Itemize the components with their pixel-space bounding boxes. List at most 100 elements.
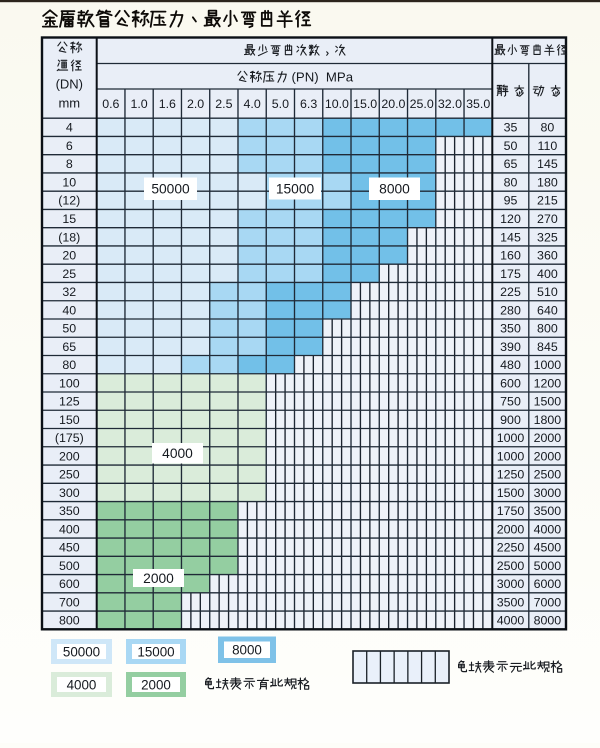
svg-text:1.6: 1.6 — [159, 97, 176, 111]
svg-text:800: 800 — [59, 614, 80, 628]
svg-text:20.0: 20.0 — [381, 97, 405, 111]
svg-text:100: 100 — [59, 376, 80, 390]
svg-text:3000: 3000 — [497, 577, 525, 591]
svg-text:450: 450 — [59, 541, 80, 555]
svg-text:480: 480 — [500, 358, 521, 372]
svg-text:2250: 2250 — [497, 541, 525, 555]
svg-text:50000: 50000 — [151, 182, 190, 197]
svg-text:2500: 2500 — [534, 468, 562, 482]
svg-text:25.0: 25.0 — [410, 97, 434, 111]
svg-text:6.3: 6.3 — [300, 97, 317, 111]
svg-text:50000: 50000 — [63, 644, 100, 659]
svg-text:80: 80 — [62, 358, 76, 372]
svg-text:800: 800 — [537, 322, 558, 336]
svg-text:120: 120 — [500, 212, 521, 226]
svg-text:175: 175 — [500, 267, 521, 281]
svg-text:(12): (12) — [58, 194, 80, 208]
svg-text:8: 8 — [66, 157, 73, 171]
svg-text:4000: 4000 — [162, 446, 193, 461]
svg-text:400: 400 — [59, 522, 80, 536]
svg-text:80: 80 — [541, 121, 555, 135]
svg-text:15: 15 — [62, 212, 76, 226]
svg-text:2000: 2000 — [534, 449, 562, 463]
svg-text:5.0: 5.0 — [272, 97, 289, 111]
svg-text:2000: 2000 — [534, 431, 562, 445]
svg-text:1000: 1000 — [534, 358, 562, 372]
svg-text:1500: 1500 — [534, 395, 562, 409]
svg-text:8000: 8000 — [232, 643, 262, 658]
svg-text:160: 160 — [500, 249, 521, 263]
svg-text:40: 40 — [62, 303, 76, 317]
svg-text:6: 6 — [66, 139, 73, 153]
svg-text:215: 215 — [537, 194, 558, 208]
svg-text:1200: 1200 — [534, 376, 562, 390]
svg-text:3000: 3000 — [534, 486, 562, 500]
svg-text:8000: 8000 — [534, 614, 562, 628]
svg-text:1000: 1000 — [497, 431, 525, 445]
svg-text:270: 270 — [537, 212, 558, 226]
svg-text:(18): (18) — [58, 230, 80, 244]
svg-text:2.0: 2.0 — [187, 97, 204, 111]
svg-text:350: 350 — [59, 504, 80, 518]
svg-text:1800: 1800 — [534, 413, 562, 427]
svg-text:110: 110 — [538, 139, 558, 153]
svg-text:1.0: 1.0 — [130, 97, 147, 111]
svg-text:50: 50 — [62, 322, 76, 336]
svg-text:600: 600 — [59, 577, 80, 591]
svg-text:(DN): (DN) — [56, 76, 83, 91]
svg-text:4000: 4000 — [67, 677, 97, 692]
svg-text:145: 145 — [537, 157, 558, 171]
svg-text:600: 600 — [500, 376, 521, 390]
svg-text:3500: 3500 — [534, 504, 562, 518]
svg-text:150: 150 — [59, 413, 80, 427]
svg-text:2000: 2000 — [497, 522, 525, 536]
svg-text:25: 25 — [62, 267, 76, 281]
svg-text:50: 50 — [504, 139, 518, 153]
svg-text:5000: 5000 — [534, 559, 562, 573]
svg-text:225: 225 — [500, 285, 521, 299]
svg-text:125: 125 — [59, 395, 80, 409]
svg-text:32: 32 — [62, 285, 76, 299]
svg-text:10.0: 10.0 — [325, 97, 349, 111]
svg-text:80: 80 — [504, 175, 518, 189]
svg-text:510: 510 — [537, 285, 558, 299]
svg-text:700: 700 — [59, 595, 80, 609]
svg-text:1500: 1500 — [497, 486, 525, 500]
svg-text:2500: 2500 — [497, 559, 525, 573]
svg-text:2000: 2000 — [141, 677, 171, 692]
svg-text:4: 4 — [66, 121, 73, 135]
svg-text:35: 35 — [504, 121, 518, 135]
svg-text:2000: 2000 — [143, 571, 174, 586]
svg-text:7000: 7000 — [534, 595, 562, 609]
svg-text:2.5: 2.5 — [215, 97, 232, 111]
svg-text:390: 390 — [500, 340, 521, 354]
svg-text:(PN) MPa: (PN) MPa — [292, 70, 354, 85]
svg-text:1750: 1750 — [497, 504, 525, 518]
svg-text:4000: 4000 — [534, 522, 562, 536]
svg-text:145: 145 — [500, 230, 521, 244]
svg-text:65: 65 — [62, 340, 76, 354]
svg-text:350: 350 — [500, 322, 521, 336]
svg-text:500: 500 — [59, 559, 80, 573]
svg-text:640: 640 — [537, 303, 558, 317]
svg-text:0.6: 0.6 — [102, 97, 119, 111]
svg-text:280: 280 — [500, 303, 521, 317]
svg-text:15000: 15000 — [276, 181, 315, 196]
svg-text:15000: 15000 — [137, 644, 174, 659]
svg-text:65: 65 — [504, 157, 518, 171]
svg-text:4.0: 4.0 — [243, 97, 260, 111]
svg-text:200: 200 — [59, 449, 80, 463]
svg-text:(175): (175) — [55, 431, 84, 445]
svg-text:35.0: 35.0 — [466, 97, 490, 111]
svg-text:400: 400 — [537, 267, 558, 281]
svg-text:325: 325 — [537, 230, 558, 244]
svg-text:300: 300 — [59, 486, 80, 500]
svg-text:180: 180 — [537, 175, 558, 189]
svg-text:3500: 3500 — [497, 595, 525, 609]
svg-text:1000: 1000 — [497, 449, 525, 463]
svg-text:4500: 4500 — [534, 541, 562, 555]
svg-text:8000: 8000 — [379, 182, 410, 197]
svg-text:10: 10 — [62, 175, 76, 189]
svg-text:mm: mm — [58, 95, 80, 110]
svg-text:900: 900 — [500, 413, 521, 427]
